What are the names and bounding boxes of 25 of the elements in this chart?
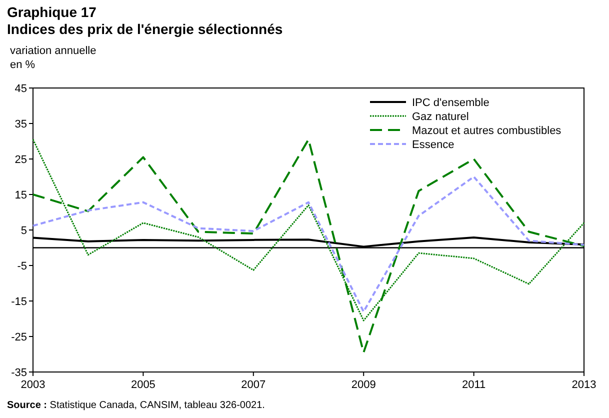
y-tick-label: -5 xyxy=(17,260,27,272)
y-axis-title: variation annuelle en % xyxy=(10,45,96,71)
legend-label: IPC d'ensemble xyxy=(412,97,490,109)
x-tick-label: 2005 xyxy=(130,379,156,391)
y-tick-label: 15 xyxy=(14,190,27,202)
x-tick-label: 2009 xyxy=(351,379,376,391)
line-series xyxy=(32,176,585,313)
x-tick-label: 2013 xyxy=(572,379,596,391)
chart-subtitle: Indices des prix de l'énergie sélectionnés xyxy=(7,21,283,37)
source-note: Source : Statistique Canada, CANSIM, tableau 326-0021. xyxy=(7,400,265,411)
legend-label: Essence xyxy=(412,139,454,151)
y-tick-label: 35 xyxy=(14,118,27,130)
x-tick-label: 2007 xyxy=(241,379,266,391)
legend-label: Gaz naturel xyxy=(412,111,469,123)
y-tick-label: -35 xyxy=(11,367,27,379)
chart-title: Graphique 17 xyxy=(7,4,97,20)
y-tick-label: 25 xyxy=(14,154,27,166)
line-series xyxy=(32,138,585,354)
x-tick-label: 2003 xyxy=(20,379,46,391)
y-tick-label: -25 xyxy=(11,332,27,344)
y-tick-label: 45 xyxy=(14,83,27,95)
y-tick-label: -15 xyxy=(11,296,27,308)
y-tick-label: 5 xyxy=(20,225,27,237)
x-tick-label: 2011 xyxy=(462,379,486,391)
legend-label: Mazout et autres combustibles xyxy=(412,125,562,137)
